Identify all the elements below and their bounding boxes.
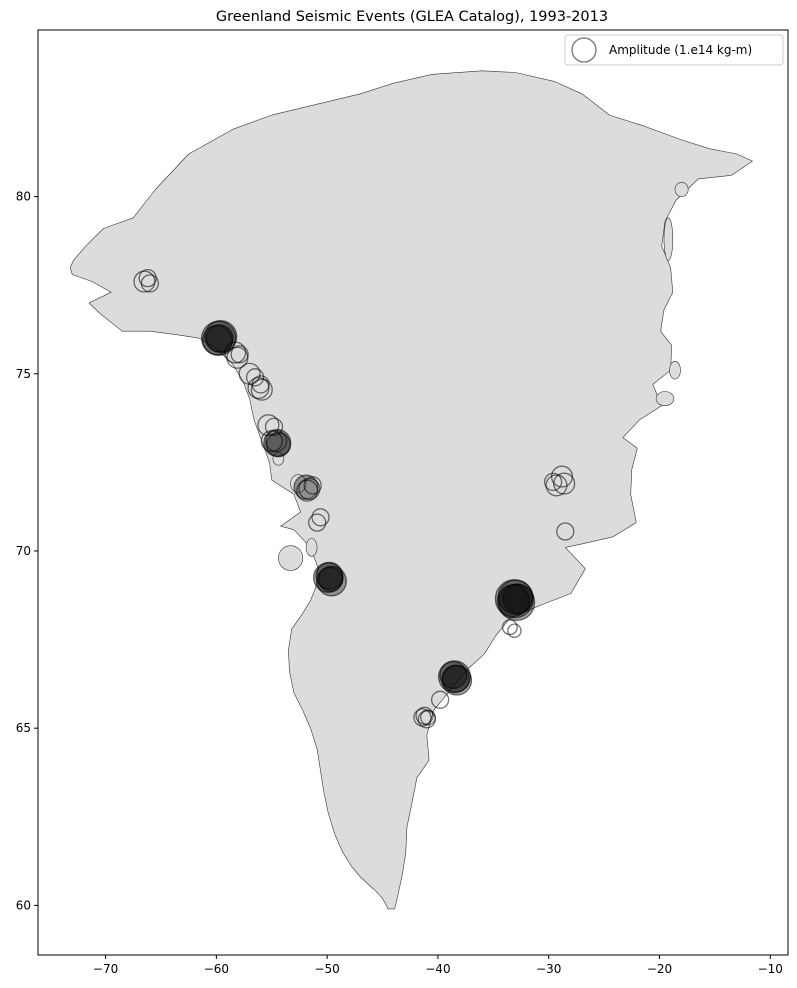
event-marker-0-51 (420, 709, 436, 726)
x-tick-label: −50 (314, 962, 339, 976)
event-marker-0-19 (265, 432, 292, 458)
legend-box (564, 34, 784, 66)
legend-entry-label: Amplitude (1.e14 kg-m) (609, 43, 752, 57)
event-marker-0-7 (224, 341, 247, 364)
event-marker-0-25 (311, 508, 330, 527)
island-1 (305, 538, 318, 557)
x-axis-ticks: −70 −60 −50 −40 −30 −20 −10 (93, 955, 783, 976)
event-marker-0-30 (317, 566, 344, 592)
plot-area (69, 70, 753, 910)
event-marker-0-13 (250, 378, 273, 401)
event-marker-0-11 (245, 368, 265, 387)
event-marker-0-42 (556, 522, 575, 541)
event-marker-0-9 (230, 345, 249, 364)
event-marker-0-2 (140, 274, 160, 293)
x-tick-label: −60 (204, 962, 229, 976)
axes-frame (37, 29, 789, 956)
y-tick-label: 80 (16, 190, 31, 204)
seismic-event-markers (133, 268, 576, 729)
event-marker-0-16 (264, 417, 284, 437)
event-marker-0-14 (251, 375, 270, 394)
event-marker-0-23 (303, 476, 322, 495)
event-marker-0-37 (507, 623, 522, 638)
event-marker-0-40 (545, 474, 568, 497)
legend-marker (571, 37, 597, 63)
event-marker-0-15 (257, 414, 280, 437)
event-marker-0-26 (308, 513, 327, 532)
x-tick-label: −10 (758, 962, 783, 976)
y-tick-label: 60 (16, 898, 31, 912)
islands-group (272, 182, 689, 571)
x-tick-label: −70 (93, 962, 118, 976)
island-0 (278, 545, 304, 571)
island-7 (674, 182, 689, 197)
legend: Amplitude (1.e14 kg-m) (564, 34, 784, 66)
island-4 (655, 391, 675, 406)
event-marker-0-20 (265, 430, 288, 453)
y-tick-label: 75 (16, 367, 31, 381)
event-marker-0-41 (543, 472, 563, 492)
island-5 (669, 361, 681, 380)
x-tick-label: −30 (536, 962, 561, 976)
event-marker-0-24 (296, 479, 319, 502)
event-marker-0-46 (441, 664, 470, 693)
event-marker-0-36 (501, 619, 518, 636)
y-tick-label: 65 (16, 721, 31, 735)
event-marker-0-39 (553, 472, 576, 495)
chart-title: Greenland Seismic Events (GLEA Catalog),… (216, 9, 608, 25)
event-marker-0-6 (205, 324, 234, 353)
event-marker-0-35 (502, 583, 534, 615)
x-tick-label: −20 (647, 962, 672, 976)
x-tick-label: −40 (425, 962, 450, 976)
y-tick-label: 70 (16, 544, 31, 558)
island-6 (663, 217, 674, 261)
y-axis-ticks: 60 65 70 75 80 (16, 190, 38, 912)
event-marker-0-47 (430, 690, 450, 709)
